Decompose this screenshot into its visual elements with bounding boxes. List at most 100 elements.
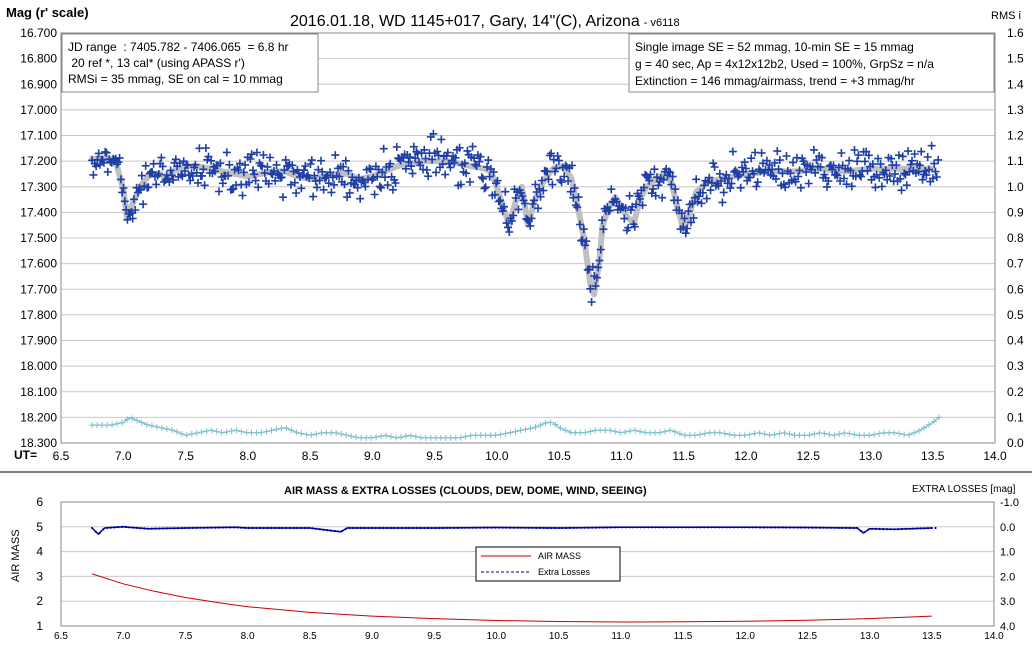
photometry-point (266, 153, 274, 162)
photometry-point (268, 170, 277, 179)
photometry-point (704, 177, 712, 186)
photometry-point (853, 157, 862, 166)
photometry-point (664, 167, 673, 176)
photometry-point (857, 172, 865, 181)
photometry-point (918, 175, 927, 184)
photometry-point (434, 151, 443, 160)
extra-losses-point (632, 526, 635, 529)
photometry-point (578, 236, 587, 245)
photometry-point (894, 151, 903, 160)
photometry-point (520, 199, 529, 208)
top-x-tick-label: 12.0 (734, 449, 758, 463)
extra-losses-point (617, 526, 620, 529)
extra-losses-trace (91, 525, 937, 536)
photometry-point (876, 160, 885, 169)
photometry-point (854, 151, 863, 160)
bottom-x-tick-label: 11.5 (674, 631, 693, 642)
photometry-point (166, 166, 175, 175)
photometry-point (715, 169, 724, 178)
top-y-tick-label: 18.000 (20, 359, 57, 373)
top-y-tick-label: 17.700 (20, 282, 57, 296)
rms-point (497, 431, 504, 438)
photometry-point (573, 203, 582, 212)
photometry-point (863, 166, 872, 175)
bottom-plot-frame (60, 501, 995, 627)
top-y2label: RMS i (991, 10, 1021, 22)
extra-losses-point (400, 526, 403, 530)
extra-losses-point (818, 526, 821, 529)
photometry-point (829, 161, 838, 170)
extra-losses-point (557, 526, 560, 530)
extra-losses-point (135, 526, 138, 530)
rms-point (338, 431, 345, 437)
photometry-point (726, 184, 735, 193)
photometry-point (697, 199, 706, 208)
extra-losses-point (774, 526, 777, 529)
extra-losses-point (359, 526, 362, 530)
extra-losses-point (792, 526, 795, 529)
photometry-point (528, 200, 537, 208)
extra-losses-point (639, 526, 642, 529)
left-info-line-3: RMSi = 35 mmag, SE on cal = 10 mmag (68, 72, 283, 86)
photometry-point (921, 167, 930, 175)
extra-losses-point (438, 526, 441, 530)
photometry-point (931, 167, 940, 176)
rms-point (228, 428, 235, 434)
extra-losses-point (318, 528, 321, 531)
photometry-point (526, 221, 535, 230)
photometry-point (630, 222, 639, 231)
extra-losses-point (333, 529, 336, 533)
extra-losses-point (471, 526, 474, 529)
bottom-y-tick-label: 3 (36, 569, 43, 583)
photometry-point (490, 190, 499, 199)
rms-point (866, 432, 873, 439)
photometry-point (446, 163, 455, 172)
photometry-point (405, 153, 414, 162)
extra-losses-point (412, 526, 415, 530)
extra-losses-point (191, 526, 194, 530)
photometry-point (543, 167, 552, 176)
rms-point (168, 426, 175, 433)
extra-losses-point (740, 526, 743, 529)
photometry-point (566, 187, 575, 196)
extra-losses-point (822, 526, 825, 529)
photometry-point (840, 174, 848, 183)
photometry-point (409, 142, 418, 151)
photometry-point (539, 186, 548, 195)
photometry-point (211, 167, 219, 176)
extra-losses-point (124, 525, 127, 529)
extra-losses-point (236, 526, 239, 529)
rms-point (273, 426, 280, 433)
photometry-point (250, 170, 259, 179)
top-x-tick-label: 9.0 (364, 449, 381, 463)
photometry-point (653, 173, 661, 182)
extra-losses-point (654, 526, 657, 529)
extra-losses-point (781, 526, 784, 529)
photometry-point (710, 163, 719, 171)
extra-losses-point (598, 526, 601, 529)
photometry-point (553, 152, 562, 160)
photometry-point (388, 185, 397, 194)
extra-losses-point (770, 526, 773, 529)
extra-losses-point (706, 526, 710, 529)
rms-point (721, 430, 728, 437)
extra-losses-point (356, 526, 359, 530)
extra-losses-point (871, 527, 874, 530)
rms-point (766, 432, 773, 439)
photometry-point (605, 206, 614, 215)
photometry-point (377, 183, 386, 192)
photometry-point (428, 155, 437, 164)
top-x-tick-label: 10.0 (485, 449, 509, 463)
bottom-x-tick-label: 7.0 (116, 631, 130, 642)
rms-point (268, 427, 275, 434)
extra-losses-point (535, 526, 538, 530)
extra-losses-point (292, 526, 295, 530)
photometry-point (688, 199, 697, 208)
top-y2-tick-label: 0.5 (1007, 308, 1024, 322)
extra-losses-point (434, 526, 437, 530)
extra-losses-point (370, 526, 374, 530)
photometry-point (370, 190, 379, 199)
rms-point (223, 429, 230, 435)
photometry-point (407, 162, 416, 171)
photometry-point (875, 173, 884, 182)
